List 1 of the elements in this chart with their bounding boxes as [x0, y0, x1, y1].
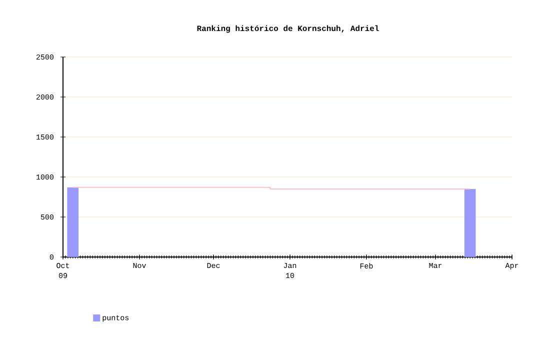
chart-title: Ranking histórico de Kornschuh, Adriel	[197, 25, 379, 33]
